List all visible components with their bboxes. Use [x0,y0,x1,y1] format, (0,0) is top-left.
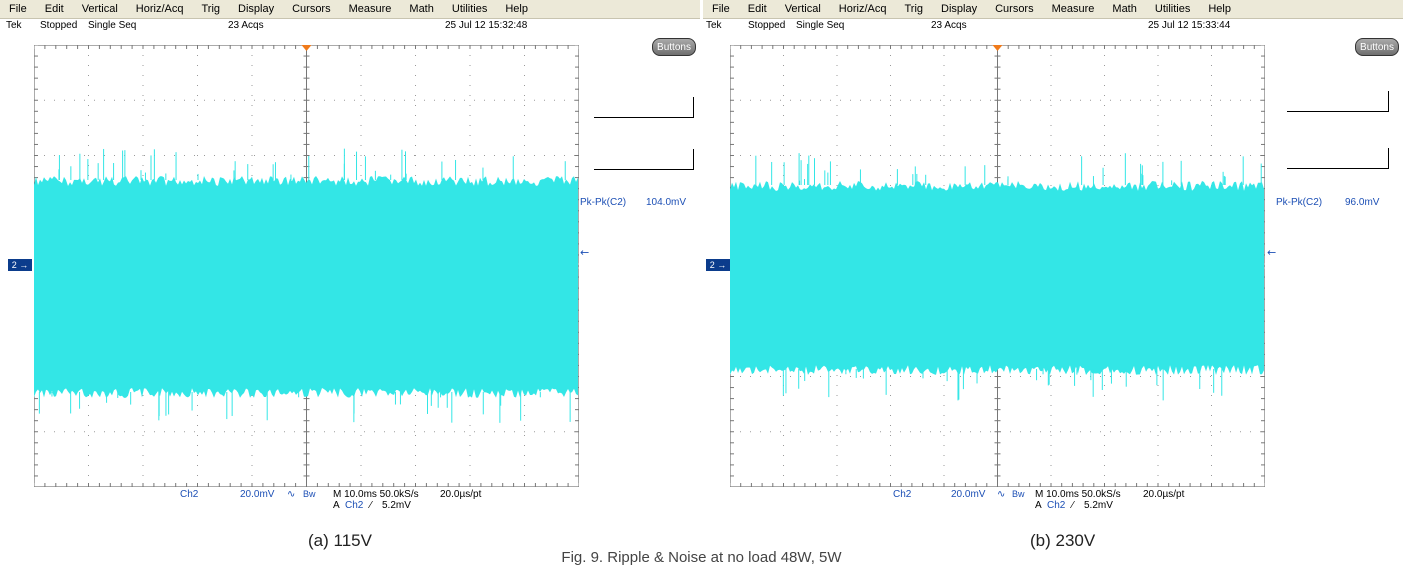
measurement-value: 104.0mV [646,197,687,208]
trigger-position-icon [301,45,312,51]
measurement-slot-2-edge [1388,148,1389,169]
trigger-position-icon [992,45,1003,51]
menu-file[interactable]: File [9,3,27,15]
menu-horiz-acq[interactable]: Horiz/Acq [838,3,887,15]
measurement-slot-1[interactable] [594,117,694,118]
measurement-label: Pk-Pk(C2) [1276,197,1323,208]
status-bar: Tek Stopped Single Seq 23 Acqs 25 Jul 12… [0,20,700,33]
ch2-waveform [730,153,1264,401]
trigger-channel: Ch2 [1047,500,1066,511]
menu-trig[interactable]: Trig [904,3,924,15]
datetime: 25 Jul 12 15:33:44 [1148,20,1231,31]
menu-utilities[interactable]: Utilities [1154,3,1191,15]
channel-label: Ch2 [893,489,912,500]
menu-cursors[interactable]: Cursors [292,3,331,15]
timebase: M 10.0ms 50.0kS/s [1035,489,1121,500]
channel-label: Ch2 [180,489,199,500]
trigger-level-arrow-icon: ← [580,246,590,259]
menu-math[interactable]: Math [409,3,434,15]
acq-count: 23 Acqs [228,20,264,31]
channel-marker-label: 2 [709,260,715,270]
menu-cursors[interactable]: Cursors [995,3,1034,15]
vertical-scale: 20.0mV [240,489,275,500]
trigger-level: 5.2mV [1084,500,1113,511]
menu-display[interactable]: Display [238,3,275,15]
trigger-level: 5.2mV [382,500,411,511]
bandwidth-icon: ∿ [287,489,296,500]
menu-edit[interactable]: Edit [747,3,767,15]
menu-utilities[interactable]: Utilities [451,3,488,15]
acq-state: Stopped [748,20,786,31]
menu-help[interactable]: Help [505,3,528,15]
bandwidth-icon: ∿ [997,489,1006,500]
measurement-slot-1-edge [693,97,694,118]
buttons-button[interactable]: Buttons [652,38,696,56]
measurement-label: Pk-Pk(C2) [580,197,627,208]
waveform-display [730,45,1265,487]
menu-display[interactable]: Display [941,3,978,15]
menu-file[interactable]: File [712,3,730,15]
bandwidth-label: Bw [303,489,316,499]
buttons-button[interactable]: Buttons [1355,38,1399,56]
figure-caption: Fig. 9. Ripple & Noise at no load 48W, 5… [561,549,842,566]
trigger-slope-icon: ⁄ [370,500,372,511]
measurement-slot-1[interactable] [1287,111,1389,112]
channel-2-ground-marker[interactable]: 2 → [8,259,32,271]
menu-help[interactable]: Help [1208,3,1231,15]
trigger-channel: Ch2 [345,500,364,511]
acq-state: Stopped [40,20,78,31]
channel-marker-label: 2 [11,260,17,270]
datetime: 25 Jul 12 15:32:48 [445,20,528,31]
trigger-prefix: A [333,500,340,511]
menu-measure[interactable]: Measure [348,3,392,15]
waveform-display [34,45,579,487]
menu-vertical[interactable]: Vertical [784,3,821,15]
measurement-slot-2-edge [693,149,694,170]
menu-math[interactable]: Math [1112,3,1137,15]
menu-bar: File Edit Vertical Horiz/Acq Trig Displa… [0,0,700,19]
ch2-waveform [34,148,578,423]
trigger-prefix: A [1035,500,1042,511]
status-bar: Tek Stopped Single Seq 23 Acqs 25 Jul 12… [703,20,1403,33]
scope-window-b: File Edit Vertical Horiz/Acq Trig Displa… [703,0,1403,530]
menu-edit[interactable]: Edit [44,3,64,15]
timebase: M 10.0ms 50.0kS/s [333,489,419,500]
brand-label: Tek [6,20,22,31]
caption-b: (b) 230V [1030,531,1096,550]
measurement-slot-2[interactable] [1287,168,1389,169]
brand-label: Tek [706,20,722,31]
menu-bar: File Edit Vertical Horiz/Acq Trig Displa… [703,0,1403,19]
acq-mode: Single Seq [796,20,845,31]
trigger-slope-icon: ⁄ [1072,500,1074,511]
resolution: 20.0µs/pt [1143,489,1185,500]
channel-2-ground-marker[interactable]: 2 → [706,259,730,271]
scope-window-a: File Edit Vertical Horiz/Acq Trig Displa… [0,0,700,530]
menu-horiz-acq[interactable]: Horiz/Acq [135,3,184,15]
vertical-scale: 20.0mV [951,489,986,500]
menu-trig[interactable]: Trig [201,3,221,15]
measurement-slot-1-edge [1388,91,1389,112]
resolution: 20.0µs/pt [440,489,482,500]
caption-a: (a) 115V [308,531,372,550]
measurement-slot-2[interactable] [594,169,694,170]
menu-vertical[interactable]: Vertical [81,3,118,15]
trigger-level-arrow-icon: ← [1267,246,1277,259]
menu-measure[interactable]: Measure [1051,3,1095,15]
acq-mode: Single Seq [88,20,137,31]
bandwidth-label: Bw [1012,489,1025,499]
measurement-value: 96.0mV [1345,197,1380,208]
acq-count: 23 Acqs [931,20,967,31]
